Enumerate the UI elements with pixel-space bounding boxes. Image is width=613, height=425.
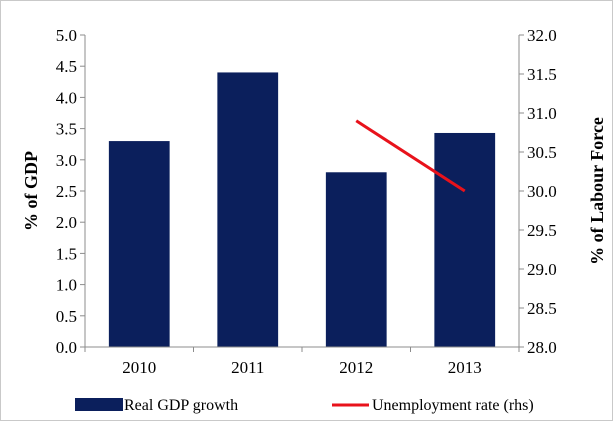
x-tick-label: 2013 [448, 358, 482, 377]
y-tick-label: 1.5 [56, 244, 77, 263]
y2-tick-label: 29.0 [527, 260, 557, 279]
x-tick-label: 2011 [231, 358, 264, 377]
bar [434, 132, 496, 347]
y2-tick-label: 32.0 [527, 26, 557, 45]
y-tick-label: 0.0 [56, 338, 77, 357]
y-tick-label: 2.5 [56, 182, 77, 201]
legend-label: Real GDP growth [124, 397, 238, 414]
x-tick-label: 2010 [122, 358, 156, 377]
unemployment-line [355, 119, 466, 193]
bar [325, 172, 387, 347]
y2-axis-title: % of Labour Force [587, 117, 607, 265]
y2-tick-label: 31.0 [527, 104, 557, 123]
x-tick-label: 2012 [339, 358, 373, 377]
y2-tick-label: 28.0 [527, 338, 557, 357]
y-tick-label: 3.0 [56, 151, 77, 170]
y2-tick-label: 29.5 [527, 221, 557, 240]
y2-tick-label: 28.5 [527, 299, 557, 318]
y-tick-label: 3.5 [56, 120, 77, 139]
y-tick-label: 4.0 [56, 88, 77, 107]
y-tick-label: 5.0 [56, 26, 77, 45]
y-tick-label: 0.5 [56, 307, 77, 326]
legend-swatch-bar [75, 398, 123, 411]
y-axis-title: % of GDP [21, 151, 41, 231]
legend-label: Unemployment rate (rhs) [372, 397, 534, 414]
y-tick-label: 2.0 [56, 213, 77, 232]
bar [217, 72, 279, 347]
y-tick-label: 1.0 [56, 276, 77, 295]
bar [108, 141, 170, 347]
y2-tick-label: 30.0 [527, 182, 557, 201]
y-tick-label: 4.5 [56, 57, 77, 76]
legend: Real GDP growth Unemployment rate (rhs) [75, 397, 534, 414]
y2-tick-label: 31.5 [527, 65, 557, 84]
y2-tick-label: 30.5 [527, 143, 557, 162]
